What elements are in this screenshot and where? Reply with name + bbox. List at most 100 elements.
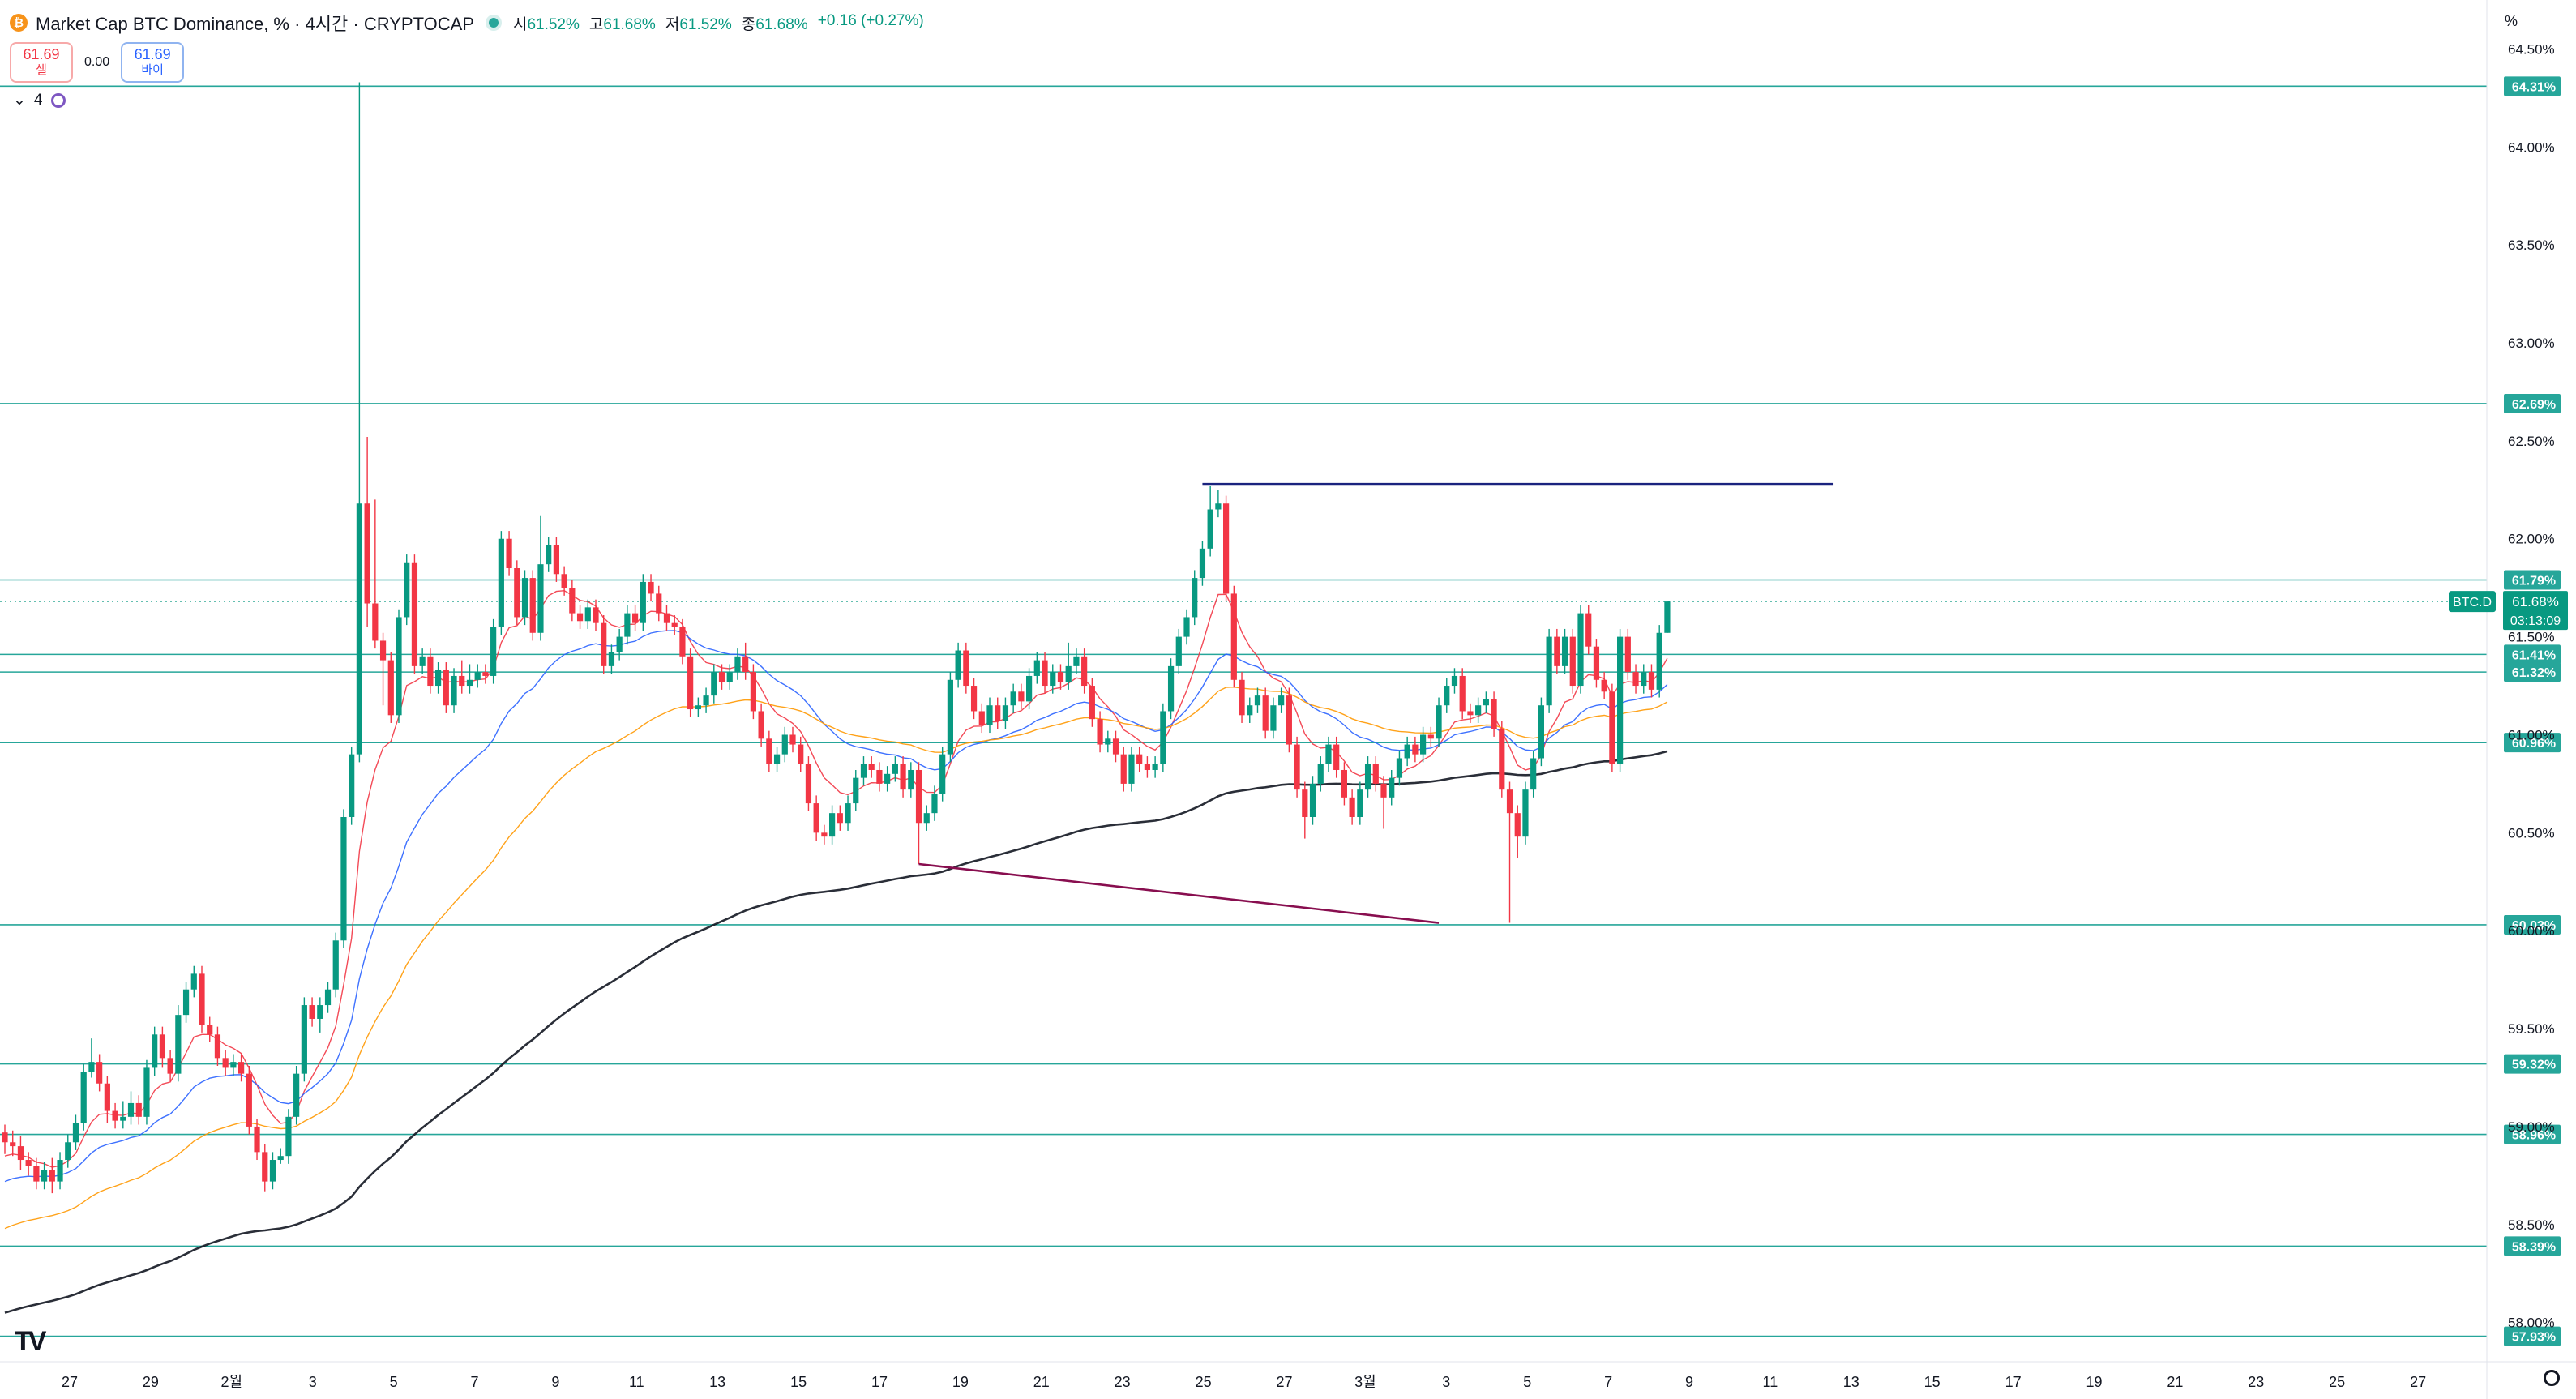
level-label-bg (2504, 662, 2561, 682)
candle-body (1230, 593, 1237, 680)
ohlc-low: 저61.52% (665, 12, 732, 34)
gear-icon[interactable] (2544, 1370, 2560, 1386)
candle-body (1183, 617, 1190, 637)
candle-body (703, 695, 709, 706)
x-tick-label: 5 (390, 1374, 398, 1390)
candle-body (1380, 783, 1387, 798)
buy-price: 61.69 (134, 46, 171, 62)
level-label: 60.03% (2512, 919, 2556, 933)
y-tick-label: 63.00% (2508, 336, 2555, 351)
x-tick-label: 2월 (221, 1374, 243, 1390)
candle-body (1609, 691, 1615, 764)
y-tick-label: 64.00% (2508, 139, 2555, 155)
candle-body (1105, 738, 1111, 745)
candle-body (1522, 789, 1529, 837)
x-tick-label: 17 (2005, 1374, 2022, 1390)
x-tick-label: 27 (62, 1374, 78, 1390)
candle-body (33, 1166, 40, 1182)
level-label: 58.39% (2512, 1240, 2556, 1254)
candle-body (1499, 729, 1505, 790)
candle-body (498, 538, 504, 627)
x-tick-label: 25 (2329, 1374, 2345, 1390)
candle-body (1444, 686, 1450, 706)
candle-body (1483, 699, 1489, 706)
sell-button[interactable]: 61.69 셀 (10, 42, 73, 83)
y-tick-label: 61.00% (2508, 727, 2555, 742)
candle-body (1530, 758, 1537, 790)
candle-body (474, 672, 481, 680)
level-label: 61.41% (2512, 648, 2556, 662)
x-tick-label: 13 (709, 1374, 725, 1390)
ma-long-line (4, 750, 1668, 1314)
x-tick-label: 7 (470, 1374, 478, 1390)
candle-body (1420, 734, 1427, 755)
candle-body (135, 1102, 142, 1117)
symbol-title[interactable]: Market Cap BTC Dominance, % · 4시간 · CRYP… (36, 14, 474, 34)
candle-body (190, 973, 197, 990)
candle-body (1475, 705, 1482, 716)
candle-body (356, 503, 362, 755)
ohlc-high: 고61.68% (589, 12, 656, 34)
title-text: Market Cap BTC Dominance, % (36, 14, 289, 34)
candle-body (404, 562, 410, 618)
candle-body (978, 711, 985, 725)
candle-body (1010, 691, 1016, 706)
candle-body (1412, 744, 1419, 755)
candle-body (80, 1072, 87, 1123)
candle-body (214, 1034, 221, 1059)
support-line (918, 862, 1440, 924)
candle-body (379, 640, 387, 661)
series-label-bg (2449, 591, 2496, 613)
candle-body (1357, 789, 1363, 817)
candle-body (671, 622, 678, 627)
tradingview-logo-icon[interactable]: TV (15, 1326, 47, 1357)
y-tick-label: 59.00% (2508, 1119, 2555, 1135)
candle-body (679, 627, 686, 657)
level-label: 61.79% (2512, 575, 2556, 588)
level-label-bg (2504, 393, 2561, 413)
candle-body (1207, 509, 1213, 549)
ohlc-values: 시61.52% 고61.68% 저61.52% 종61.68% +0.16 (+… (513, 12, 924, 34)
candle-body (199, 973, 205, 1025)
percent-scale-button[interactable]: % (2504, 13, 2518, 29)
sync-icon[interactable] (50, 92, 66, 108)
open-value: 61.52% (527, 15, 580, 33)
candle-body (222, 1058, 229, 1068)
candle-body (167, 1058, 173, 1074)
spread-value: 0.00 (84, 55, 110, 69)
buy-button[interactable]: 61.69 바이 (121, 42, 185, 83)
candle-body (923, 813, 930, 824)
x-tick-label: 23 (1115, 1374, 1131, 1390)
candle-body (10, 1142, 16, 1147)
candle-body (1033, 660, 1040, 676)
candle-body (1514, 813, 1521, 837)
candle-body (152, 1034, 158, 1068)
candle-body (1254, 695, 1261, 706)
candle-body (340, 817, 347, 941)
candle-body (537, 564, 544, 633)
candle-body (1577, 613, 1584, 687)
candle-body (1160, 711, 1166, 764)
x-tick-label: 19 (952, 1374, 969, 1390)
candle-body (2, 1132, 8, 1143)
candle-body (1286, 695, 1292, 745)
candle-body (742, 656, 749, 673)
candle-body (1294, 744, 1300, 790)
candle-body (1042, 660, 1048, 687)
candle-body (1167, 665, 1175, 712)
market-status-dot-icon (488, 18, 499, 28)
candle-body (632, 613, 639, 623)
candle-body (175, 1015, 182, 1074)
candle-body (553, 545, 559, 575)
candle-body (1050, 672, 1056, 687)
candle-body (411, 562, 418, 666)
candle-body (1506, 789, 1513, 814)
candle-body (506, 538, 512, 569)
level-label: 57.93% (2512, 1331, 2556, 1345)
candle-body (931, 793, 938, 814)
candle-body (1601, 679, 1607, 692)
candle-body (1302, 789, 1308, 817)
level-label-bg (2504, 570, 2561, 590)
indicators-toggle[interactable]: ⌄ 4 (13, 91, 66, 109)
